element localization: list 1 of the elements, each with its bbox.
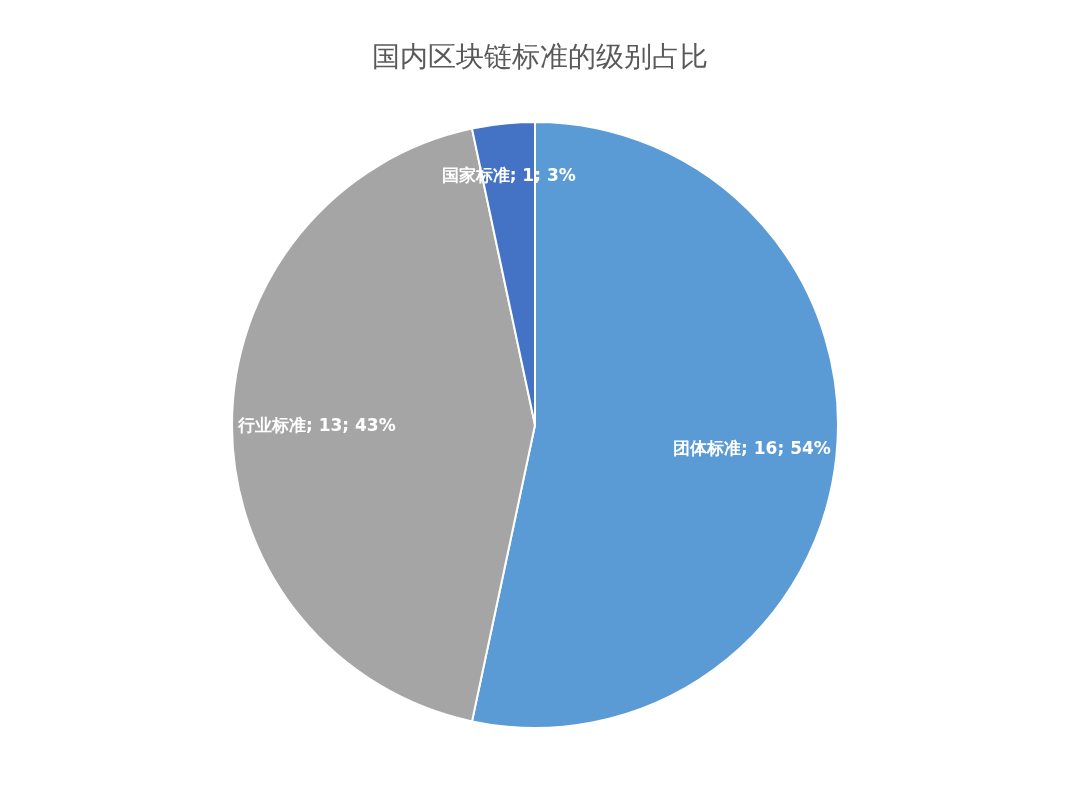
title: 国内区块链标准的级别占比	[372, 40, 708, 73]
